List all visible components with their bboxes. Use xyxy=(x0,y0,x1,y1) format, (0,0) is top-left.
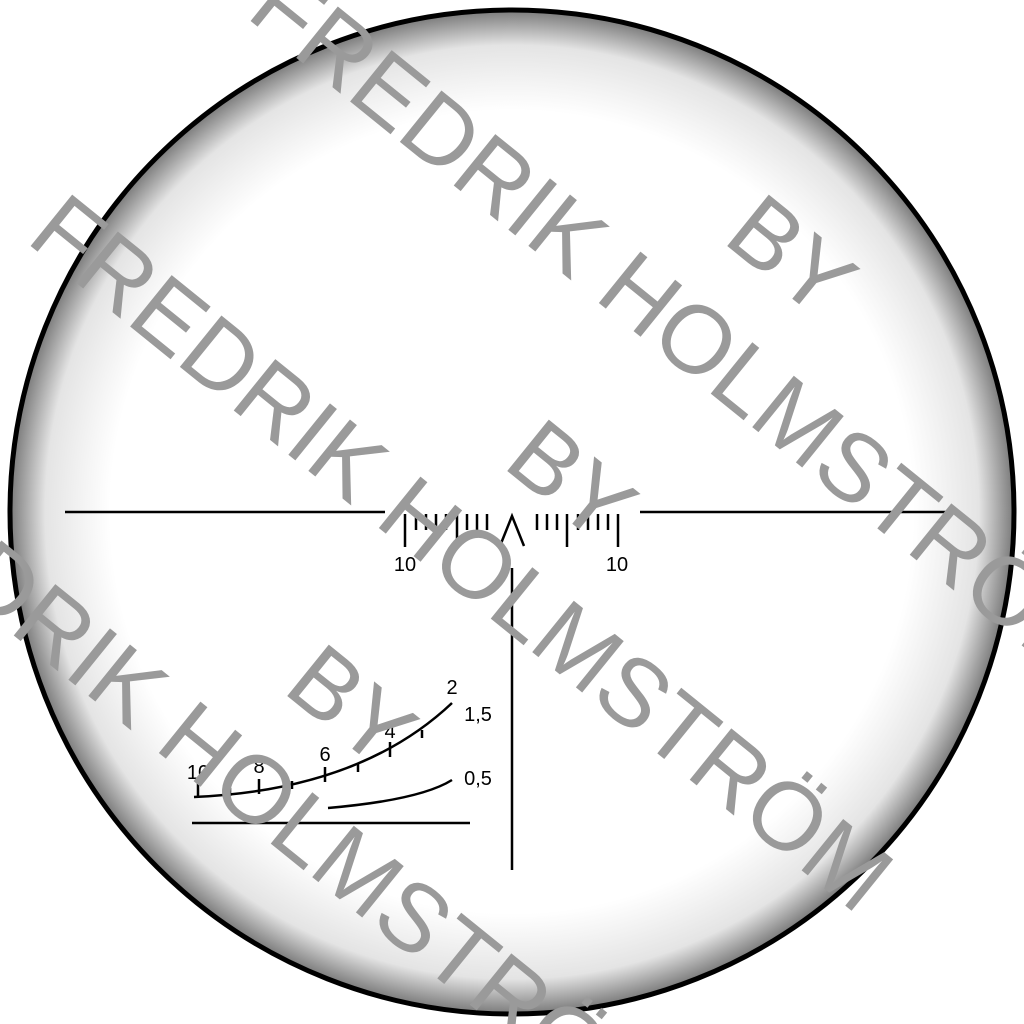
windage-label: 10 xyxy=(394,554,416,576)
lens xyxy=(7,7,1017,1017)
windage-label: 10 xyxy=(606,554,628,576)
range-curve xyxy=(193,702,453,799)
range-label: 10 xyxy=(187,762,209,784)
range-label: 2 xyxy=(446,677,457,699)
reticle: 10 10 10 8 6 4 2 1,5 0,5 xyxy=(65,510,960,870)
range-label: 8 xyxy=(253,756,264,778)
range-ticks xyxy=(196,730,424,797)
range-label: 4 xyxy=(384,721,395,743)
range-curve-lower xyxy=(327,778,453,810)
range-label: 6 xyxy=(319,744,330,766)
chevron xyxy=(498,512,526,547)
curve-label: 0,5 xyxy=(464,768,492,790)
curve-label: 1,5 xyxy=(464,704,492,726)
windage-scale xyxy=(403,514,620,547)
